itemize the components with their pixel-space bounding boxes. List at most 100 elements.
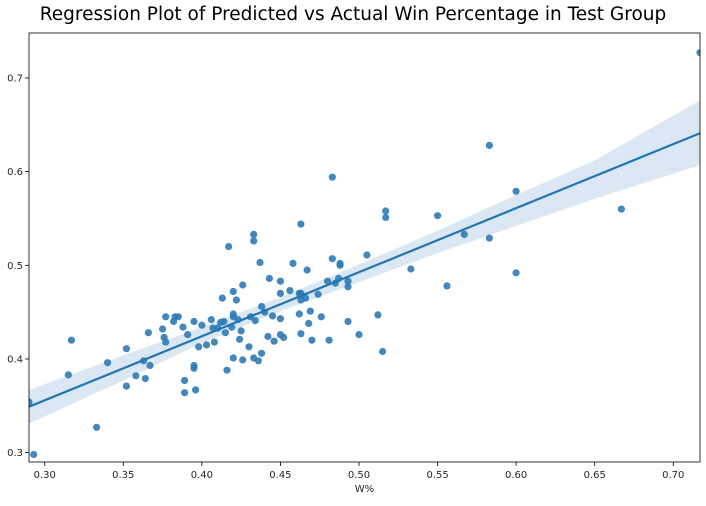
confidence-band — [29, 100, 700, 424]
y-tick-label: 0.3 — [7, 448, 23, 459]
data-point — [289, 259, 297, 267]
data-point — [250, 237, 258, 245]
data-point — [159, 325, 167, 333]
data-point — [122, 382, 130, 390]
data-point — [237, 327, 245, 335]
data-point — [104, 359, 112, 367]
data-point — [276, 289, 284, 297]
data-point — [195, 343, 203, 351]
data-point — [460, 230, 468, 238]
data-point — [181, 376, 189, 385]
data-point — [434, 212, 442, 220]
data-point — [325, 336, 333, 344]
data-point — [374, 311, 382, 319]
data-point — [190, 361, 198, 370]
data-point — [512, 269, 520, 277]
data-point — [276, 315, 284, 323]
data-point — [382, 213, 390, 222]
data-point — [254, 357, 262, 365]
data-point — [258, 349, 266, 357]
x-tick-label: 0.55 — [426, 470, 448, 481]
data-point — [297, 330, 305, 338]
data-point — [443, 282, 451, 290]
data-point — [308, 336, 316, 344]
x-axis-label: W% — [355, 484, 374, 495]
data-point — [617, 205, 626, 213]
data-point — [295, 310, 303, 318]
data-point — [239, 356, 247, 364]
data-point — [328, 255, 336, 263]
data-point — [132, 372, 140, 380]
data-point — [344, 283, 352, 291]
data-point — [229, 310, 237, 318]
data-point — [146, 361, 154, 370]
data-point — [363, 251, 371, 259]
data-point — [181, 389, 189, 397]
data-point — [229, 354, 237, 362]
data-point — [355, 331, 363, 339]
confidence-band-layer — [29, 100, 700, 424]
y-tick-label: 0.5 — [7, 261, 23, 272]
data-point — [30, 450, 38, 459]
data-point — [220, 317, 228, 326]
x-tick-label: 0.35 — [112, 470, 134, 481]
x-tick-label: 0.70 — [662, 470, 684, 481]
data-point — [250, 230, 258, 238]
data-point — [269, 312, 277, 320]
data-point — [122, 345, 130, 353]
data-point — [174, 313, 182, 321]
data-point — [198, 321, 206, 329]
data-point — [303, 266, 311, 274]
data-point — [270, 337, 278, 345]
data-point — [297, 220, 305, 228]
data-point — [276, 277, 284, 285]
data-point — [251, 317, 259, 325]
plot-frame — [28, 32, 701, 463]
data-point — [210, 338, 218, 346]
chart-title: Regression Plot of Predicted vs Actual W… — [39, 4, 667, 25]
data-point — [485, 234, 493, 242]
data-point — [141, 375, 149, 383]
data-point — [306, 307, 314, 315]
data-point — [225, 243, 233, 251]
data-point — [280, 333, 288, 341]
data-point — [302, 294, 310, 302]
data-point — [239, 281, 247, 289]
scatter-points-layer — [29, 49, 700, 459]
data-point — [207, 316, 215, 324]
data-point — [485, 141, 493, 149]
data-point — [67, 336, 75, 344]
data-point — [286, 287, 294, 295]
data-point — [245, 343, 253, 351]
y-tick-label: 0.7 — [7, 73, 23, 84]
data-point — [232, 296, 240, 304]
data-point — [29, 398, 33, 406]
data-point — [696, 49, 700, 57]
x-tick-label: 0.50 — [348, 470, 370, 481]
data-point — [218, 294, 226, 302]
y-axis-ticks: 0.3 0.4 0.5 0.6 0.7 — [7, 73, 29, 459]
data-point — [344, 317, 352, 326]
x-tick-label: 0.40 — [191, 470, 213, 481]
data-point — [221, 329, 229, 337]
data-point — [382, 207, 390, 215]
x-axis-ticks: 0.30 0.35 0.40 0.45 0.50 0.55 0.60 0.65 0.70 — [34, 462, 684, 481]
regression-line — [29, 132, 700, 408]
data-point — [264, 332, 272, 341]
data-point — [344, 277, 352, 285]
x-tick-label: 0.30 — [34, 470, 56, 481]
data-point — [229, 287, 237, 296]
data-point — [336, 259, 344, 267]
data-point — [203, 341, 211, 349]
data-point — [328, 173, 336, 181]
data-point — [179, 323, 187, 331]
data-point — [314, 290, 322, 298]
data-point — [265, 274, 273, 282]
data-point — [144, 329, 152, 337]
data-point — [379, 347, 387, 356]
data-point — [190, 317, 198, 326]
data-point — [407, 265, 415, 273]
data-point — [512, 187, 520, 195]
x-tick-label: 0.45 — [269, 470, 291, 481]
